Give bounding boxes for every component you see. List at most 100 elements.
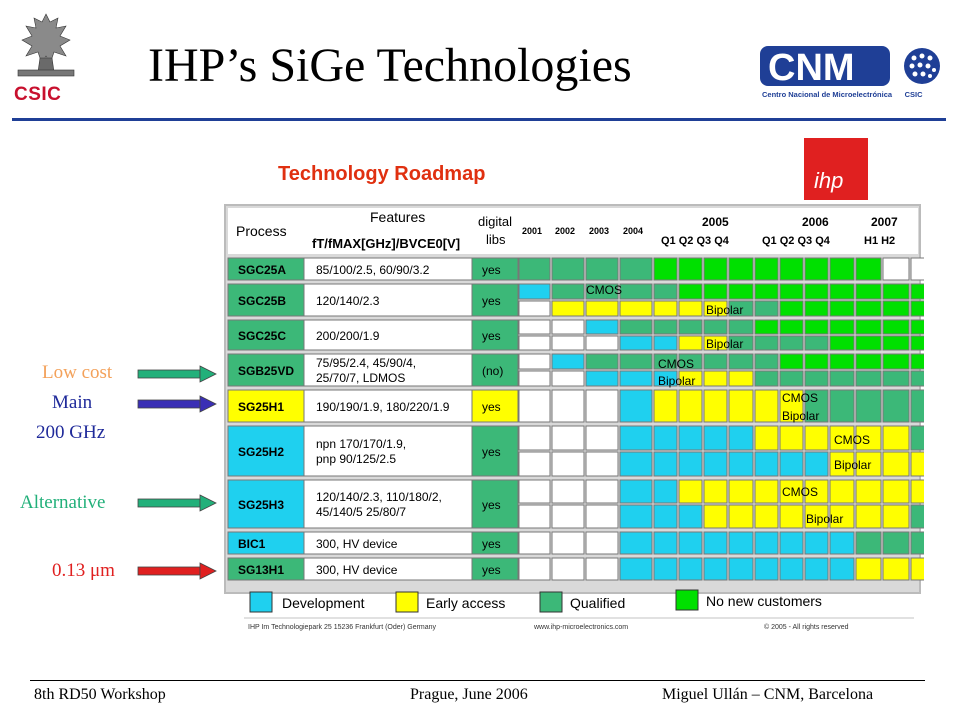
timeline-cell xyxy=(829,257,855,281)
timeline-cell xyxy=(585,319,619,335)
timeline-cell xyxy=(653,283,678,300)
footer-rule xyxy=(30,680,925,681)
timeline-cell xyxy=(855,257,882,281)
timeline-cell xyxy=(779,531,804,555)
timeline-cell xyxy=(653,531,678,555)
timeline-cell xyxy=(551,300,585,317)
timeline-cell xyxy=(653,257,678,281)
timeline-cell xyxy=(653,557,678,581)
timeline-cell xyxy=(518,335,551,351)
roadmap-grid xyxy=(228,208,918,254)
features-cell xyxy=(303,319,473,351)
timeline-cell xyxy=(855,353,882,370)
timeline-cell xyxy=(804,479,829,504)
year-2005: 2005 xyxy=(702,215,729,229)
legend-development: Development xyxy=(282,595,365,611)
timeline-cell xyxy=(703,425,728,451)
process-label: SGC25B xyxy=(238,294,286,308)
timeline-cell xyxy=(703,319,728,335)
features-cell xyxy=(303,425,473,477)
timeline-cell xyxy=(910,335,924,351)
libs-cell xyxy=(471,557,519,581)
timeline-cell xyxy=(653,479,678,504)
process-label: SGC25C xyxy=(238,329,286,343)
timeline-cell xyxy=(829,531,855,555)
process-label: SG25H2 xyxy=(238,445,284,459)
timeline-cell xyxy=(855,389,882,423)
arrow-layer xyxy=(137,365,217,580)
timeline-cell xyxy=(653,389,678,423)
timeline-cell xyxy=(910,479,924,504)
timeline-cell xyxy=(754,283,779,300)
timeline-cell xyxy=(829,353,855,370)
timeline-cell xyxy=(678,370,703,387)
timeline-cell xyxy=(585,389,619,423)
timeline-cell xyxy=(585,257,619,281)
timeline-cell xyxy=(779,300,804,317)
label-alternative: Alternative xyxy=(20,492,106,513)
roadmap-row-sg13h1: SG13H1 300, HV device yes xyxy=(227,557,924,581)
roadmap-row-sgc25c: SGC25C 200/200/1.9 yes xyxy=(227,319,924,351)
timeline-cell xyxy=(829,557,855,581)
roadmap-row-sgc25b: SGC25B 120/140/2.3 yes xyxy=(227,283,924,317)
timeline-cell xyxy=(585,451,619,477)
timeline-cell xyxy=(585,283,619,300)
roadmap-row-sg25h1: SG25H1 190/190/1.9, 180/220/1.9 yes xyxy=(227,389,924,423)
cnm-logo: CNM xyxy=(758,44,948,97)
libs-text: yes xyxy=(482,445,501,459)
timeline-cell xyxy=(728,257,754,281)
timeline-cell xyxy=(551,370,585,387)
sgb25vd-bipolar: Bipolar xyxy=(658,374,695,388)
timeline-cell xyxy=(910,370,924,387)
timeline-cell xyxy=(678,479,703,504)
timeline-cell xyxy=(754,389,779,423)
sg25h3-bipolar: Bipolar xyxy=(806,512,843,526)
libs-text: yes xyxy=(482,498,501,512)
year-2006: 2006 xyxy=(802,215,829,229)
label-main: Main xyxy=(52,392,93,413)
process-label: SG25H1 xyxy=(238,400,284,414)
timeline-cell xyxy=(882,479,910,504)
timeline-cell xyxy=(779,479,804,504)
timeline-cell xyxy=(518,531,551,555)
timeline-cell xyxy=(551,257,585,281)
libs-cell xyxy=(471,319,519,351)
timeline-cell xyxy=(910,557,924,581)
timeline-cell xyxy=(585,479,619,504)
timeline-cell xyxy=(551,557,585,581)
timeline-cell xyxy=(829,389,855,423)
timeline-cell xyxy=(619,283,653,300)
timeline-cell xyxy=(728,335,754,351)
libs-cell xyxy=(471,425,519,477)
timeline-cell xyxy=(882,257,910,281)
libs-cell xyxy=(471,283,519,317)
roadmap-row-sgc25a: SGC25A 85/100/2.5, 60/90/3.2 yes xyxy=(227,257,924,281)
timeline-cell xyxy=(678,451,703,477)
timeline-cell xyxy=(829,479,855,504)
features-cell xyxy=(303,353,473,387)
timeline-cell xyxy=(703,479,728,504)
features-text: 120/140/2.3 xyxy=(316,294,380,308)
libs-text: yes xyxy=(482,329,501,343)
timeline-cell xyxy=(728,531,754,555)
timeline-cell xyxy=(703,504,728,529)
libs-text: (no) xyxy=(482,364,503,378)
csic-logo xyxy=(10,8,82,108)
timeline-cell xyxy=(585,557,619,581)
process-label: SG25H3 xyxy=(238,498,284,512)
timeline-cell xyxy=(728,300,754,317)
timeline-cell xyxy=(804,353,829,370)
timeline-cell xyxy=(653,319,678,335)
timeline-cell xyxy=(882,370,910,387)
year-2004: 2004 xyxy=(623,226,643,236)
timeline-cell xyxy=(882,425,910,451)
timeline-cell xyxy=(678,283,703,300)
footer-left: 8th RD50 Workshop xyxy=(34,686,166,703)
timeline-cell xyxy=(829,370,855,387)
timeline-cell xyxy=(754,257,779,281)
timeline-cell xyxy=(619,504,653,529)
timeline-cell xyxy=(882,353,910,370)
timeline-cell xyxy=(910,300,924,317)
timeline-cell xyxy=(551,531,585,555)
timeline-cell xyxy=(910,353,924,370)
